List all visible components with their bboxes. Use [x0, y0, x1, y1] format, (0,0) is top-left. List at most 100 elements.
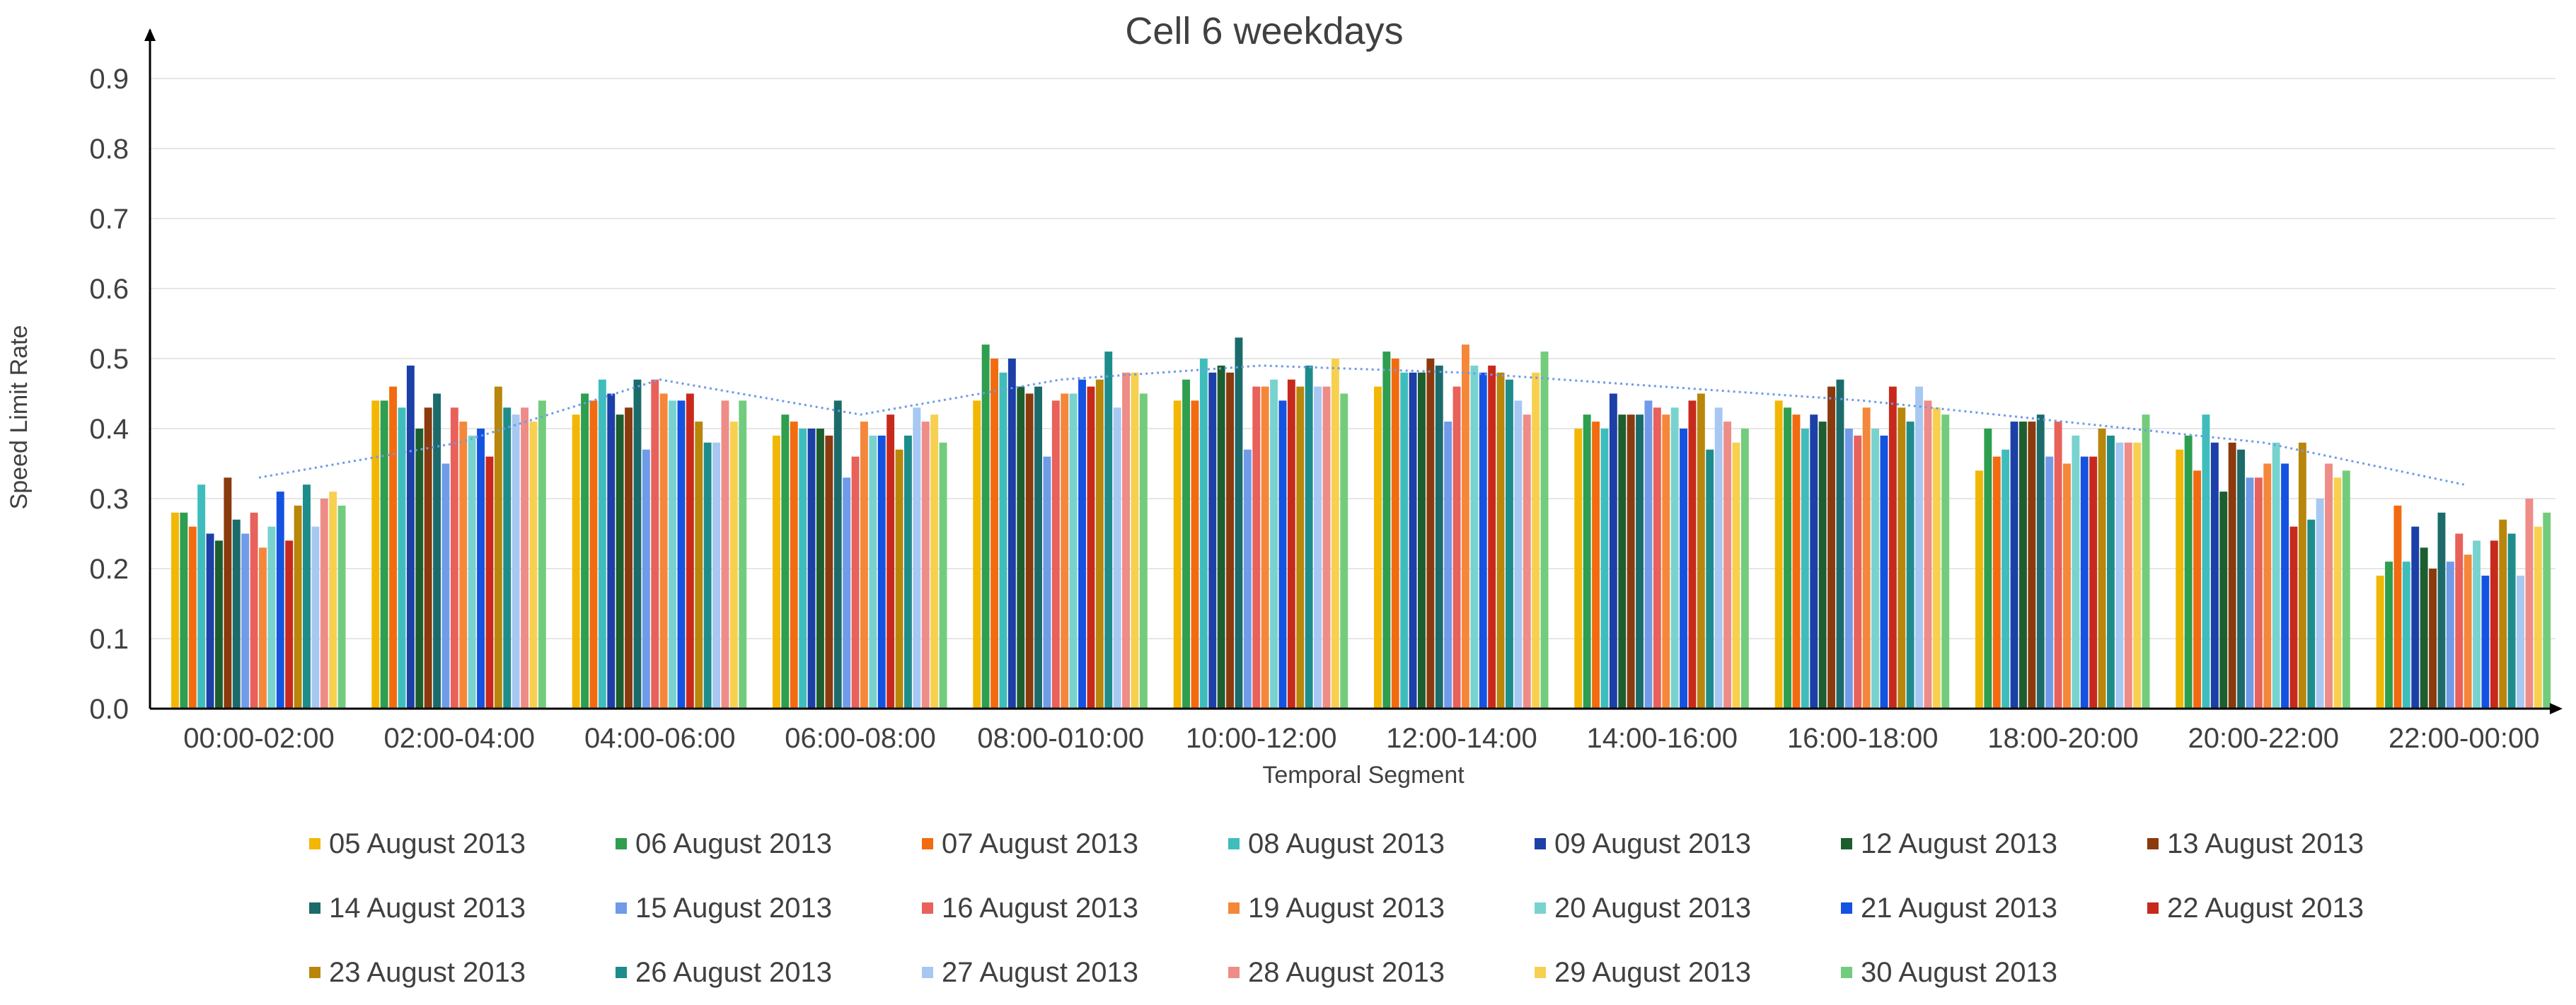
bar [276, 492, 284, 709]
bar [973, 400, 981, 709]
x-tick-label: 22:00-00:00 [2389, 723, 2540, 754]
legend-label: 12 August 2013 [1861, 828, 2057, 859]
bar [1043, 456, 1051, 709]
bar [1670, 407, 1679, 709]
bar [729, 422, 738, 709]
legend-label: 22 August 2013 [2167, 893, 2364, 924]
legend-swatch [922, 967, 933, 978]
bar [1609, 393, 1617, 709]
bar [2316, 499, 2324, 709]
bar [2376, 575, 2384, 709]
bar [930, 414, 939, 709]
legend-swatch [1841, 967, 1852, 978]
bar [1992, 456, 2001, 709]
legend-label: 05 August 2013 [329, 828, 526, 859]
bar [468, 435, 476, 709]
x-tick-label: 02:00-04:00 [384, 723, 536, 754]
bar [1078, 379, 1086, 709]
bar [1287, 379, 1295, 709]
bar [2193, 470, 2201, 709]
bar [380, 400, 388, 709]
bar [2089, 456, 2098, 709]
bar [589, 400, 598, 709]
bar [1792, 414, 1801, 709]
bar [2098, 429, 2106, 709]
bar [825, 435, 833, 709]
legend-swatch [2147, 838, 2159, 849]
bar [1844, 429, 1853, 709]
bar [1051, 400, 1060, 709]
bar [1574, 429, 1583, 709]
legend-swatch [616, 902, 627, 914]
bar [1506, 379, 1513, 709]
legend-label: 27 August 2013 [942, 957, 1138, 988]
bar [598, 379, 606, 709]
x-tick-label: 00:00-02:00 [183, 723, 335, 754]
bar [2385, 562, 2393, 709]
bar [1827, 386, 1835, 709]
legend-swatch [922, 902, 933, 914]
y-tick-label: 0.7 [89, 204, 129, 235]
bar [1007, 359, 1016, 709]
bar [529, 422, 538, 709]
legend-swatch [1535, 967, 1546, 978]
bar [538, 400, 546, 709]
bar [1723, 422, 1731, 709]
bar [1714, 407, 1723, 709]
bar [886, 414, 895, 709]
bar [1774, 400, 1783, 709]
bar [371, 400, 380, 709]
y-axis-label: Speed Limit Rate [6, 325, 33, 510]
legend-swatch [1535, 902, 1546, 914]
bar [1732, 442, 1740, 709]
bar [1941, 414, 1950, 709]
bar [2019, 422, 2027, 709]
bar [2464, 554, 2472, 709]
bar [712, 442, 720, 709]
bar [215, 540, 223, 709]
bar [1880, 435, 1888, 709]
bar [2481, 575, 2490, 709]
bar [913, 407, 921, 709]
y-tick-label: 0.1 [89, 624, 129, 655]
bar [389, 386, 397, 709]
y-tick-label: 0.4 [89, 414, 129, 445]
bar [512, 414, 520, 709]
bar [781, 414, 790, 709]
bar [1488, 365, 1496, 709]
bar [2333, 477, 2342, 709]
bar [259, 547, 267, 709]
bar [2402, 562, 2410, 709]
bar [1924, 400, 1932, 709]
legend-swatch [2147, 902, 2159, 914]
bar [2437, 512, 2446, 709]
bar [1191, 400, 1199, 709]
bar [2411, 526, 2420, 709]
y-tick-label: 0.0 [89, 694, 129, 725]
bar [1784, 407, 1791, 709]
bar [1444, 422, 1452, 709]
legend-label: 08 August 2013 [1248, 828, 1445, 859]
bar [477, 429, 485, 709]
bar [1627, 414, 1635, 709]
bar [981, 344, 990, 709]
bar [188, 526, 197, 709]
bar [320, 499, 328, 709]
bar [485, 456, 494, 709]
bar [2036, 414, 2045, 709]
bar [459, 422, 468, 709]
bar [869, 435, 877, 709]
bar [285, 540, 294, 709]
legend-label: 14 August 2013 [329, 893, 526, 924]
bar [2176, 449, 2184, 709]
bar [625, 407, 633, 709]
bar [2228, 442, 2236, 709]
bar [1235, 337, 1243, 709]
bar [311, 526, 320, 709]
trendline [258, 364, 2465, 486]
bar [1382, 352, 1391, 709]
legend-label: 07 August 2013 [942, 828, 1138, 859]
bar [2237, 449, 2245, 709]
legend-label: 20 August 2013 [1554, 893, 1751, 924]
bar [2010, 422, 2018, 709]
